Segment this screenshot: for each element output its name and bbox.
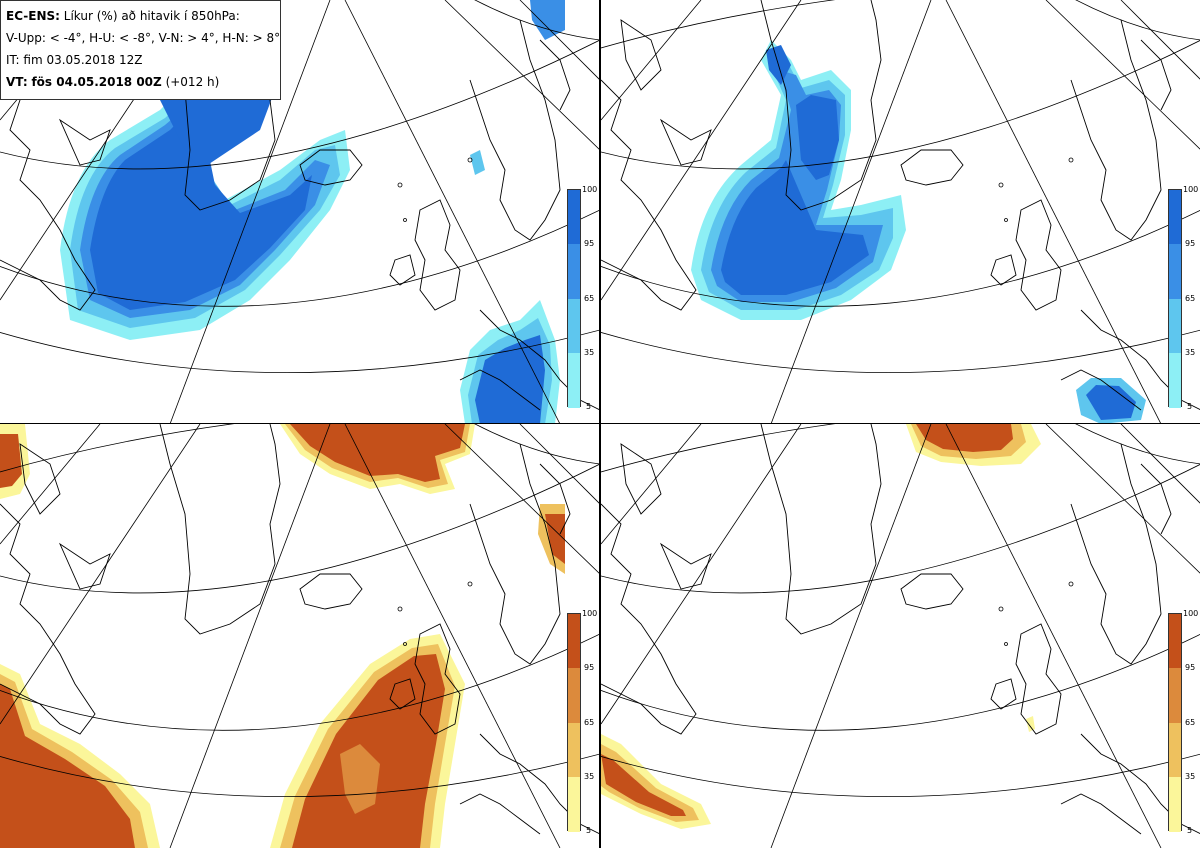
colorbar-label: 100: [582, 609, 598, 618]
model-name: EC-ENS:: [6, 9, 60, 23]
map-panel-top-left: EC-ENS: Líkur (%) að hitavik í 850hPa: V…: [0, 0, 600, 424]
colorbar-cold-top-left: [567, 189, 581, 408]
map-canvas-bottom-right: [601, 424, 1200, 848]
valid-time-prefix: VT:: [6, 75, 28, 89]
thresholds-line: V-Upp: < -4°, H-U: < -8°, V-N: > 4°, H-N…: [6, 31, 281, 45]
colorbar-cold-top-right: [1168, 189, 1182, 408]
map-panel-bottom-right: 100 95 65 35 5: [600, 424, 1200, 848]
colorbar-label: 65: [1185, 718, 1196, 727]
initial-time-line: IT: fim 03.05.2018 12Z: [6, 53, 143, 67]
colorbar-label: 65: [1185, 294, 1196, 303]
map-title-box: EC-ENS: Líkur (%) að hitavik í 850hPa: V…: [0, 0, 281, 100]
colorbar-label: 100: [1183, 609, 1199, 618]
colorbar-warm-bottom-right: [1168, 613, 1182, 832]
colorbar-label: 35: [1185, 348, 1196, 357]
valid-time-lead: (+012 h): [165, 75, 220, 89]
colorbar-label: 65: [584, 294, 595, 303]
valid-time-date: fös 04.05.2018 00Z: [31, 75, 162, 89]
title-text: Líkur (%) að hitavik í 850hPa:: [63, 9, 240, 23]
colorbar-label: 5: [1187, 402, 1193, 411]
colorbar-label: 95: [1185, 239, 1196, 248]
colorbar-label: 35: [584, 772, 595, 781]
colorbar-label: 5: [1187, 826, 1193, 835]
colorbar-label: 35: [1185, 772, 1196, 781]
colorbar-label: 5: [586, 402, 592, 411]
map-panel-top-right: 100 95 65 35 5: [600, 0, 1200, 424]
map-canvas-top-right: [601, 0, 1200, 423]
colorbar-warm-bottom-left: [567, 613, 581, 832]
map-panel-bottom-left: 100 95 65 35 5: [0, 424, 600, 848]
colorbar-label: 100: [1183, 185, 1199, 194]
colorbar-label: 5: [586, 826, 592, 835]
colorbar-label: 95: [584, 663, 595, 672]
colorbar-label: 35: [584, 348, 595, 357]
colorbar-label: 65: [584, 718, 595, 727]
title-line-1: EC-ENS: Líkur (%) að hitavik í 850hPa:: [6, 5, 275, 27]
map-canvas-bottom-left: [0, 424, 599, 848]
colorbar-label: 95: [1185, 663, 1196, 672]
valid-time-line: VT: fös 04.05.2018 00Z (+012 h): [6, 71, 275, 93]
colorbar-label: 95: [584, 239, 595, 248]
colorbar-label: 100: [582, 185, 598, 194]
